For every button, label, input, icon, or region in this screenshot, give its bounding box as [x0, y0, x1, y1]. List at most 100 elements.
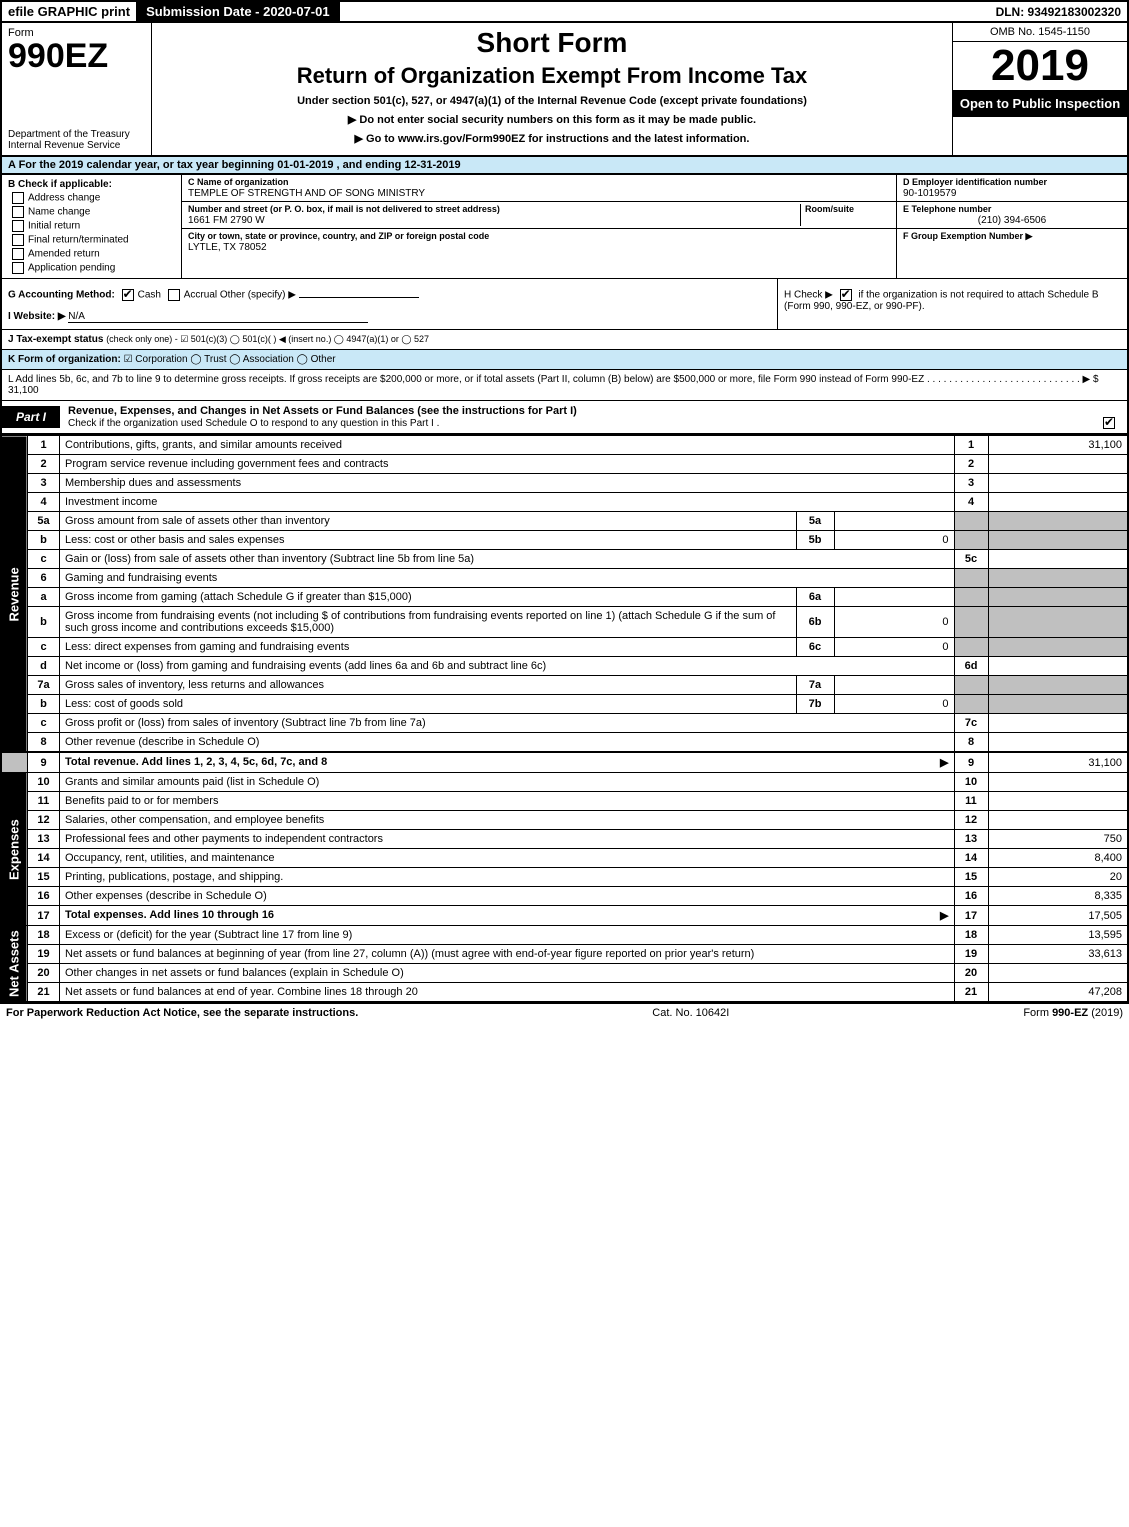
- table-row: dNet income or (loss) from gaming and fu…: [1, 657, 1128, 676]
- dln-label: DLN: 93492183002320: [990, 3, 1127, 21]
- website-value: N/A: [68, 311, 368, 323]
- dept-treasury: Department of the Treasury: [8, 129, 130, 140]
- b-item: Name change: [8, 206, 175, 218]
- b-item: Application pending: [8, 262, 175, 274]
- part1-table: Revenue 1 Contributions, gifts, grants, …: [0, 435, 1129, 1002]
- c-addr-label: Number and street (or P. O. box, if mail…: [188, 204, 500, 214]
- gh-section: G Accounting Method: Cash Accrual Other …: [0, 279, 1129, 330]
- footer-mid: Cat. No. 10642I: [652, 1007, 729, 1019]
- l-text: L Add lines 5b, 6c, and 7b to line 9 to …: [8, 374, 1099, 396]
- part1-title: Revenue, Expenses, and Changes in Net As…: [60, 401, 1127, 433]
- other-specify-line[interactable]: [299, 297, 419, 298]
- b-item: Final return/terminated: [8, 234, 175, 246]
- subtitle: Under section 501(c), 527, or 4947(a)(1)…: [156, 95, 948, 107]
- side-label-expenses: Expenses: [1, 773, 28, 926]
- table-row: 16Other expenses (describe in Schedule O…: [1, 887, 1128, 906]
- part1-header: Part I Revenue, Expenses, and Changes in…: [0, 401, 1129, 435]
- table-row: 13Professional fees and other payments t…: [1, 830, 1128, 849]
- b-item: Amended return: [8, 248, 175, 260]
- b-title: B Check if applicable:: [8, 179, 175, 190]
- k-section: K Form of organization: ☑ Corporation ◯ …: [0, 350, 1129, 370]
- table-row: 21Net assets or fund balances at end of …: [1, 983, 1128, 1002]
- table-row: 5aGross amount from sale of assets other…: [1, 512, 1128, 531]
- header-left: Form 990EZ Department of the Treasury In…: [2, 23, 152, 155]
- info-section: B Check if applicable: Address change Na…: [0, 175, 1129, 279]
- irs: Internal Revenue Service: [8, 140, 120, 151]
- table-row: cGain or (loss) from sale of assets othe…: [1, 550, 1128, 569]
- checkbox-address-change[interactable]: [12, 192, 24, 204]
- room-label: Room/suite: [805, 204, 854, 214]
- table-row: cGross profit or (loss) from sales of in…: [1, 714, 1128, 733]
- phone-label: E Telephone number: [903, 204, 991, 214]
- i-label: I Website: ▶: [8, 311, 66, 322]
- line-a-tax-year: A For the 2019 calendar year, or tax yea…: [0, 157, 1129, 175]
- checkbox-amended-return[interactable]: [12, 248, 24, 260]
- section-b: B Check if applicable: Address change Na…: [2, 175, 182, 278]
- l-section: L Add lines 5b, 6c, and 7b to line 9 to …: [0, 370, 1129, 401]
- instruction-link[interactable]: ▶ Go to www.irs.gov/Form990EZ for instru…: [156, 132, 948, 145]
- table-row: 17Total expenses. Add lines 10 through 1…: [1, 906, 1128, 926]
- part1-label: Part I: [2, 406, 60, 428]
- table-row: 14Occupancy, rent, utilities, and mainte…: [1, 849, 1128, 868]
- short-form-title: Short Form: [156, 27, 948, 59]
- omb-number: OMB No. 1545-1150: [953, 23, 1127, 42]
- org-name: TEMPLE OF STRENGTH AND OF SONG MINISTRY: [188, 188, 425, 199]
- footer-left: For Paperwork Reduction Act Notice, see …: [6, 1007, 358, 1019]
- tax-year: 2019: [953, 42, 1127, 90]
- table-row: 7aGross sales of inventory, less returns…: [1, 676, 1128, 695]
- c-city-label: City or town, state or province, country…: [188, 231, 489, 241]
- org-address: 1661 FM 2790 W: [188, 215, 265, 226]
- table-row: 2Program service revenue including gover…: [1, 455, 1128, 474]
- top-bar: efile GRAPHIC print Submission Date - 20…: [0, 0, 1129, 21]
- header-right: OMB No. 1545-1150 2019 Open to Public In…: [952, 23, 1127, 155]
- checkbox-schedule-o[interactable]: [1103, 417, 1115, 429]
- checkbox-accrual[interactable]: [168, 289, 180, 301]
- j-section: J Tax-exempt status (check only one) - ☑…: [0, 330, 1129, 350]
- submission-date: Submission Date - 2020-07-01: [136, 2, 340, 21]
- table-row: bLess: cost of goods sold7b0: [1, 695, 1128, 714]
- group-exemption-label: F Group Exemption Number ▶: [903, 231, 1032, 241]
- ein-value: 90-1019579: [903, 188, 956, 199]
- side-label-revenue: Revenue: [1, 436, 28, 753]
- footer-right: Form 990-EZ (2019): [1023, 1007, 1123, 1019]
- checkbox-final-return[interactable]: [12, 234, 24, 246]
- checkbox-initial-return[interactable]: [12, 220, 24, 232]
- checkbox-application-pending[interactable]: [12, 262, 24, 274]
- form-number: 990EZ: [8, 37, 108, 75]
- h-text1: H Check ▶: [784, 290, 833, 301]
- checkbox-h[interactable]: [840, 289, 852, 301]
- table-row: 4Investment income4: [1, 493, 1128, 512]
- j-options: (check only one) - ☑ 501(c)(3) ◯ 501(c)(…: [106, 334, 429, 344]
- main-title: Return of Organization Exempt From Incom…: [156, 63, 948, 89]
- instruction-ssn: ▶ Do not enter social security numbers o…: [156, 113, 948, 126]
- table-row: 11Benefits paid to or for members11: [1, 792, 1128, 811]
- checkbox-cash[interactable]: [122, 289, 134, 301]
- table-row: 3Membership dues and assessments3: [1, 474, 1128, 493]
- form-header: Form 990EZ Department of the Treasury In…: [0, 21, 1129, 157]
- table-row: 19Net assets or fund balances at beginni…: [1, 945, 1128, 964]
- checkbox-name-change[interactable]: [12, 206, 24, 218]
- table-row: 20Other changes in net assets or fund ba…: [1, 964, 1128, 983]
- table-row: 9 Total revenue. Add lines 1, 2, 3, 4, 5…: [1, 752, 1128, 773]
- table-row: 8Other revenue (describe in Schedule O)8: [1, 733, 1128, 753]
- table-row: 6Gaming and fundraising events: [1, 569, 1128, 588]
- table-row: Expenses10Grants and similar amounts pai…: [1, 773, 1128, 792]
- schedule-o-check: Check if the organization used Schedule …: [68, 416, 439, 429]
- g-label: G Accounting Method:: [8, 290, 115, 301]
- phone-value: (210) 394-6506: [903, 215, 1121, 226]
- efile-label: efile GRAPHIC print: [2, 2, 136, 21]
- open-public: Open to Public Inspection: [953, 90, 1127, 117]
- section-c: C Name of organization TEMPLE OF STRENGT…: [182, 175, 897, 278]
- header-mid: Short Form Return of Organization Exempt…: [152, 23, 952, 155]
- g-section: G Accounting Method: Cash Accrual Other …: [2, 279, 777, 329]
- j-label: J Tax-exempt status: [8, 334, 103, 345]
- k-label: K Form of organization:: [8, 354, 121, 365]
- b-item: Initial return: [8, 220, 175, 232]
- side-label-netassets: Net Assets: [1, 926, 28, 1002]
- b-item: Address change: [8, 192, 175, 204]
- ein-label: D Employer identification number: [903, 177, 1047, 187]
- table-row: 12Salaries, other compensation, and empl…: [1, 811, 1128, 830]
- c-name-label: C Name of organization: [188, 177, 289, 187]
- k-options: ☑ Corporation ◯ Trust ◯ Association ◯ Ot…: [124, 354, 336, 365]
- table-row: bLess: cost or other basis and sales exp…: [1, 531, 1128, 550]
